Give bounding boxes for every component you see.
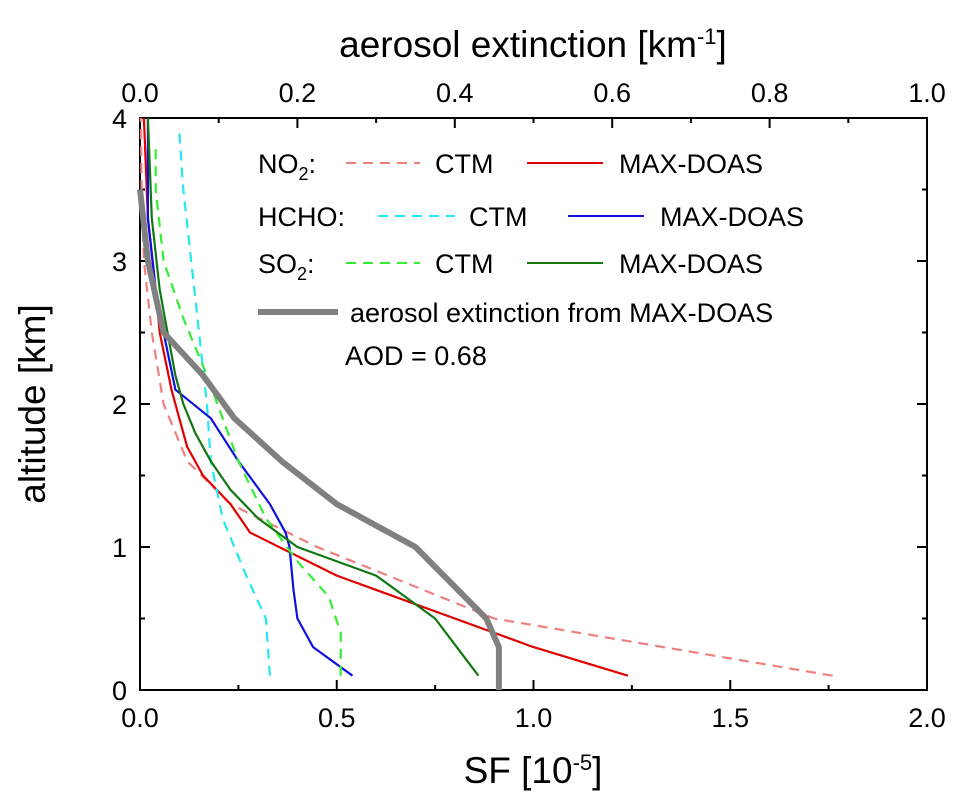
y-tick-label: 1 <box>112 533 127 563</box>
x2-tick-label: 0.4 <box>436 78 474 108</box>
x-axis-title: SF [10-5] <box>464 750 603 791</box>
legend-hcho-label: HCHO: <box>258 202 345 232</box>
y-axis-title: altitude [km] <box>12 304 53 503</box>
x2-tick-label: 1.0 <box>908 78 946 108</box>
series-line-no2-ctm <box>139 117 833 677</box>
x-tick-label: 1.0 <box>515 703 553 733</box>
series-group <box>137 117 833 690</box>
legend-so2-maxdoas-text: MAX-DOAS <box>619 249 763 279</box>
series-line-so2-max-doas <box>146 117 480 677</box>
x2-axis-title: aerosol extinction [km-1] <box>339 24 727 65</box>
x-tick-label: 0.0 <box>121 703 159 733</box>
series-line-so2-ctm <box>154 146 342 676</box>
legend-so2-label: SO2: <box>258 249 315 284</box>
series-line-hcho-ctm <box>178 132 271 676</box>
legend-aerosol-text: aerosol extinction from MAX-DOAS <box>350 298 773 328</box>
series-line-aerosol-extinction-from-max-doas <box>137 189 502 690</box>
legend-hcho-maxdoas-text: MAX-DOAS <box>660 202 804 232</box>
legend-aod-text: AOD = 0.68 <box>345 341 487 371</box>
x2-tick-label: 0.6 <box>593 78 631 108</box>
legend-no2-maxdoas-text: MAX-DOAS <box>619 149 763 179</box>
x2-tick-label: 0.0 <box>121 78 159 108</box>
legend-hcho-ctm-text: CTM <box>469 202 527 232</box>
x-tick-label: 0.5 <box>318 703 356 733</box>
legend-so2-ctm-text: CTM <box>435 249 493 279</box>
x-tick-label: 1.5 <box>711 703 749 733</box>
axis-ticks: 0.0 0.5 1.0 1.5 2.0 0.0 0.2 0.4 0.6 0.8 1.0 0 1 2 3 4 <box>112 78 946 733</box>
legend-no2-label: NO2: <box>258 149 316 184</box>
legend: NO2: CTM MAX-DOAS HCHO: CTM MAX-DOAS SO2… <box>258 149 804 371</box>
x-tick-label: 2.0 <box>908 703 946 733</box>
y-tick-label: 2 <box>112 390 127 420</box>
y-tick-label: 0 <box>112 676 127 706</box>
legend-no2-ctm-text: CTM <box>435 149 493 179</box>
x2-tick-label: 0.8 <box>751 78 789 108</box>
y-tick-label: 3 <box>112 247 127 277</box>
y-tick-label: 4 <box>112 104 127 134</box>
x2-tick-label: 0.2 <box>279 78 317 108</box>
